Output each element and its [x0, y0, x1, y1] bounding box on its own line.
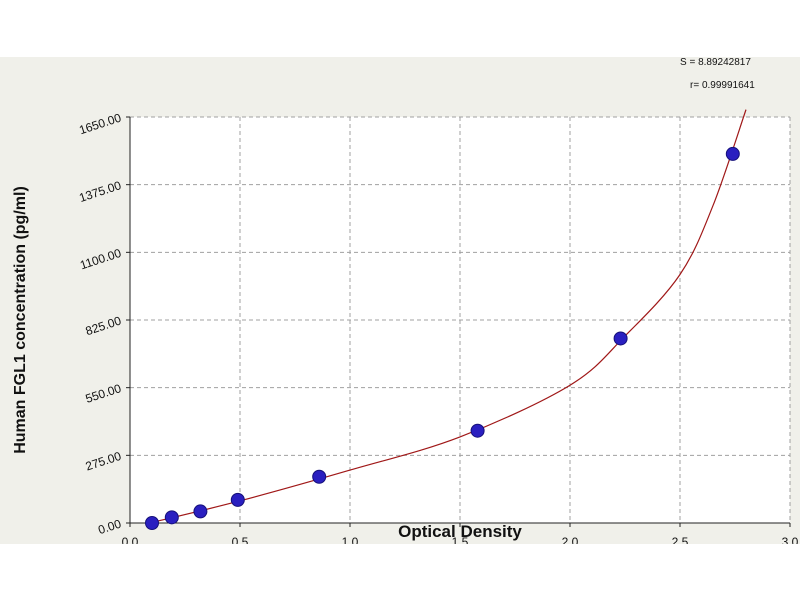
y-axis-title: Human FGL1 concentration (pg/ml) — [12, 186, 29, 454]
y-tick-label: 1375.00 — [77, 178, 123, 205]
x-tick-label: 0.0 — [122, 535, 139, 544]
x-tick-label: 3.0 — [782, 535, 799, 544]
y-tick-label: 275.00 — [84, 449, 124, 474]
y-tick-label: 550.00 — [84, 381, 124, 406]
data-point — [164, 510, 179, 525]
grid — [130, 116, 791, 523]
x-tick-label: 2.0 — [562, 535, 579, 544]
data-point — [470, 423, 485, 438]
stat-r: r= 0.99991641 — [690, 80, 755, 91]
data-point — [145, 516, 159, 530]
y-tick-label: 825.00 — [84, 313, 124, 338]
data-point — [312, 469, 327, 484]
x-tick-label: 2.5 — [672, 535, 689, 544]
data-point — [193, 504, 208, 519]
x-tick-label: 1.0 — [342, 535, 359, 544]
x-tick-label: 0.5 — [232, 535, 249, 544]
chart: 0.0 0.5 1.0 1.5 2.0 2.5 3.0 0.00 275.00 550.00 825… — [12, 57, 799, 544]
data-point — [613, 331, 628, 346]
x-tick-label: 1.5 — [452, 535, 469, 544]
y-tick-label: 1650.00 — [77, 110, 123, 137]
data-point — [230, 492, 245, 507]
fit-curve — [149, 109, 747, 524]
y-tick-label: 0.00 — [96, 516, 123, 537]
stat-s: S = 8.89242817 — [680, 57, 751, 68]
x-axis-title: Optical Density — [398, 522, 522, 541]
data-points — [145, 146, 740, 530]
data-point — [725, 146, 740, 161]
chart-figure: 0.0 0.5 1.0 1.5 2.0 2.5 3.0 0.00 275.00 550.00 825… — [0, 57, 800, 544]
y-tick-label: 1100.00 — [78, 246, 123, 273]
